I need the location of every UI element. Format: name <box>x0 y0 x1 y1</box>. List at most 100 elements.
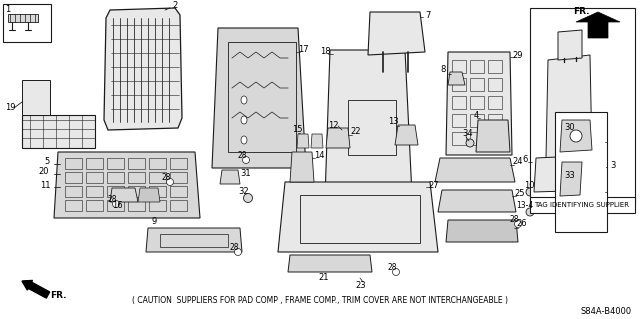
Polygon shape <box>395 125 418 145</box>
Polygon shape <box>138 188 160 202</box>
Polygon shape <box>446 220 518 242</box>
Polygon shape <box>212 28 306 168</box>
Text: 31: 31 <box>240 169 251 179</box>
Polygon shape <box>325 50 412 198</box>
Bar <box>128 158 145 169</box>
Bar <box>470 132 484 145</box>
Bar <box>488 78 502 91</box>
Text: 29: 29 <box>512 50 522 60</box>
Text: 28: 28 <box>162 174 172 182</box>
Bar <box>488 114 502 127</box>
Text: 5: 5 <box>44 158 49 167</box>
Polygon shape <box>546 55 592 158</box>
Text: 33: 33 <box>564 170 575 180</box>
Polygon shape <box>8 14 38 22</box>
Bar <box>452 96 466 109</box>
Polygon shape <box>476 120 510 152</box>
Bar <box>348 100 396 155</box>
Text: 13: 13 <box>388 117 399 127</box>
Text: 28: 28 <box>510 216 520 225</box>
Text: 30: 30 <box>564 123 575 132</box>
Bar <box>128 200 145 211</box>
Text: 13-4: 13-4 <box>516 202 533 211</box>
Ellipse shape <box>241 116 247 124</box>
Ellipse shape <box>243 157 250 164</box>
Ellipse shape <box>241 136 247 144</box>
Bar <box>65 200 82 211</box>
Bar <box>160 234 228 247</box>
Text: 17: 17 <box>298 46 308 55</box>
Bar <box>170 186 187 197</box>
Bar <box>470 114 484 127</box>
Polygon shape <box>22 115 95 148</box>
Bar <box>555 112 607 232</box>
Ellipse shape <box>113 201 120 207</box>
Text: 16: 16 <box>112 202 123 211</box>
Bar <box>107 186 124 197</box>
Polygon shape <box>560 162 582 196</box>
Text: FR.: FR. <box>573 8 589 17</box>
Bar <box>149 158 166 169</box>
Ellipse shape <box>466 139 474 147</box>
Polygon shape <box>311 134 323 148</box>
Text: FR.: FR. <box>50 291 67 300</box>
Text: 3: 3 <box>610 160 616 169</box>
Text: 14: 14 <box>314 151 324 160</box>
FancyArrow shape <box>22 280 50 298</box>
Bar <box>530 8 635 203</box>
Text: 1: 1 <box>5 4 10 13</box>
Text: 25: 25 <box>514 189 525 198</box>
Bar <box>86 200 103 211</box>
Bar <box>452 78 466 91</box>
Bar <box>149 200 166 211</box>
Text: 32: 32 <box>238 188 248 197</box>
Bar <box>170 158 187 169</box>
Text: 26: 26 <box>516 219 527 228</box>
Polygon shape <box>448 72 465 85</box>
Text: 4: 4 <box>474 110 479 120</box>
Text: 34: 34 <box>462 129 472 137</box>
Bar <box>65 186 82 197</box>
Bar <box>170 172 187 183</box>
Bar <box>128 172 145 183</box>
Text: 28: 28 <box>388 263 397 272</box>
Polygon shape <box>558 30 582 60</box>
Text: 19: 19 <box>5 103 15 113</box>
Bar <box>452 60 466 73</box>
Polygon shape <box>54 152 200 218</box>
Text: 28: 28 <box>230 243 239 253</box>
Text: S84A-B4000: S84A-B4000 <box>581 308 632 316</box>
Polygon shape <box>297 134 309 148</box>
Polygon shape <box>104 8 182 130</box>
Polygon shape <box>368 12 425 55</box>
Polygon shape <box>576 12 620 38</box>
Ellipse shape <box>166 179 173 186</box>
Polygon shape <box>534 155 600 192</box>
Text: 9: 9 <box>152 218 157 226</box>
Ellipse shape <box>241 96 247 104</box>
Bar <box>128 186 145 197</box>
Polygon shape <box>290 152 314 182</box>
Text: TAG IDENTIFYING SUPPLIER: TAG IDENTIFYING SUPPLIER <box>534 202 630 208</box>
Text: 24: 24 <box>512 158 522 167</box>
Bar <box>86 172 103 183</box>
Text: 7: 7 <box>425 11 430 19</box>
Bar <box>530 197 635 213</box>
Ellipse shape <box>526 188 534 196</box>
Ellipse shape <box>570 130 582 142</box>
Text: 28: 28 <box>108 196 118 204</box>
Text: 10: 10 <box>524 181 534 189</box>
Text: 21: 21 <box>318 273 328 283</box>
Ellipse shape <box>234 249 241 256</box>
Ellipse shape <box>515 220 522 227</box>
Polygon shape <box>278 182 438 252</box>
Bar <box>488 60 502 73</box>
Polygon shape <box>438 190 516 212</box>
Polygon shape <box>560 120 592 152</box>
Polygon shape <box>446 52 512 155</box>
Ellipse shape <box>392 269 399 276</box>
Ellipse shape <box>243 194 253 203</box>
Text: 27: 27 <box>428 181 438 189</box>
Text: 8: 8 <box>440 65 445 75</box>
Bar <box>107 200 124 211</box>
